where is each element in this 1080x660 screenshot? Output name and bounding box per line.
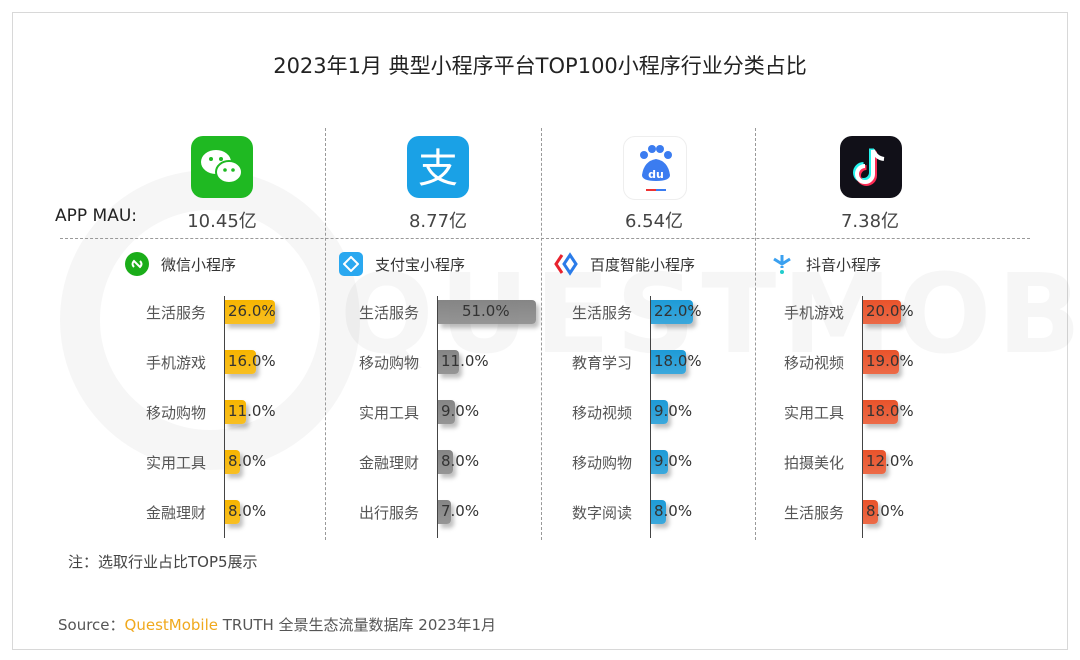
mau-alipay: 8.77亿	[408, 211, 468, 232]
value-label: 8.0%	[441, 452, 480, 470]
source-brand: QuestMobile	[124, 616, 218, 634]
category-label: 移动购物	[145, 404, 206, 422]
bar	[863, 450, 887, 474]
source-line: Source：QuestMobile TRUTH 全景生态流量数据库 2023年…	[58, 614, 496, 635]
bar	[651, 500, 667, 524]
category-label: 出行服务	[358, 504, 419, 522]
bar	[863, 400, 898, 424]
value-label: 8.0%	[654, 502, 693, 520]
value-label: 16.0%	[228, 352, 276, 370]
baidu-icon: du	[623, 136, 687, 200]
column-divider	[541, 128, 542, 540]
bar	[863, 300, 902, 324]
bar	[863, 350, 900, 374]
category-label: 教育学习	[571, 354, 632, 372]
wechat-miniprogram-icon	[125, 252, 149, 276]
category-label: 移动视频	[571, 404, 632, 422]
bar	[438, 400, 456, 424]
bar	[225, 350, 256, 374]
bar	[438, 300, 536, 324]
mau-wechat: 10.45亿	[187, 211, 257, 232]
bar	[651, 400, 669, 424]
value-label: 8.0%	[228, 452, 267, 470]
alipay-icon: 支	[407, 136, 469, 198]
value-label: 9.0%	[654, 402, 693, 420]
bar	[651, 350, 686, 374]
axis-line	[224, 296, 225, 538]
mau-douyin: 7.38亿	[840, 211, 900, 232]
category-label: 实用工具	[145, 454, 206, 472]
svg-text:支: 支	[418, 146, 458, 192]
value-label: 11.0%	[441, 352, 489, 370]
platform-header-wechat: 微信小程序	[125, 252, 236, 276]
bar	[651, 300, 694, 324]
platform-name: 支付宝小程序	[375, 255, 466, 274]
wechat-icon	[191, 136, 253, 198]
category-label: 生活服务	[571, 304, 632, 322]
column-divider	[325, 128, 326, 540]
axis-line	[650, 296, 651, 538]
bar	[225, 450, 241, 474]
value-label: 8.0%	[228, 502, 267, 520]
category-label: 金融理财	[358, 454, 419, 472]
axis-line	[862, 296, 863, 538]
category-label: 实用工具	[358, 404, 419, 422]
bar	[438, 500, 452, 524]
alipay-miniprogram-icon	[339, 252, 363, 276]
category-label: 数字阅读	[571, 504, 632, 522]
douyin-icon	[840, 136, 902, 198]
frame	[12, 12, 1068, 650]
value-label: 51.0%	[461, 302, 510, 320]
category-label: 金融理财	[145, 504, 206, 522]
category-label: 生活服务	[358, 304, 419, 322]
axis-line	[437, 296, 438, 538]
value-label: 9.0%	[441, 402, 480, 420]
platform-name: 百度智能小程序	[590, 255, 696, 274]
value-label: 20.0%	[866, 302, 914, 320]
value-label: 26.0%	[228, 302, 276, 320]
baidu-miniprogram-icon	[554, 252, 578, 276]
value-label: 11.0%	[228, 402, 276, 420]
chart-title: 2023年1月 典型小程序平台TOP100小程序行业分类占比	[273, 54, 807, 78]
category-label: 手机游戏	[145, 354, 206, 372]
value-label: 12.0%	[866, 452, 914, 470]
bar	[225, 300, 275, 324]
platform-name: 抖音小程序	[806, 255, 882, 274]
bar	[225, 400, 247, 424]
category-label: 生活服务	[783, 504, 844, 522]
bar	[225, 500, 241, 524]
platform-name: 微信小程序	[161, 255, 237, 274]
platform-header-baidu: 百度智能小程序	[554, 252, 695, 276]
value-label: 19.0%	[866, 352, 914, 370]
category-label: 手机游戏	[783, 304, 844, 322]
value-label: 7.0%	[441, 502, 480, 520]
value-label: 8.0%	[866, 502, 905, 520]
platform-header-douyin: 抖音小程序	[770, 252, 881, 276]
source-prefix: Source：	[58, 616, 125, 634]
category-label: 拍摄美化	[783, 454, 844, 472]
category-label: 移动购物	[358, 354, 419, 372]
svg-text:du: du	[648, 168, 664, 181]
value-label: 22.0%	[654, 302, 702, 320]
source-text: TRUTH 全景生态流量数据库 2023年1月	[217, 616, 497, 634]
bar	[438, 350, 460, 374]
mau-label: APP MAU:	[55, 206, 138, 226]
category-label: 实用工具	[783, 404, 844, 422]
value-label: 18.0%	[866, 402, 914, 420]
bar	[863, 500, 879, 524]
mau-baidu: 6.54亿	[624, 211, 684, 232]
column-divider	[755, 128, 756, 540]
bar	[438, 450, 454, 474]
row-divider	[60, 238, 1030, 239]
platform-header-alipay: 支付宝小程序	[339, 252, 465, 276]
category-label: 生活服务	[145, 304, 206, 322]
footnote: 注：选取行业占比TOP5展示	[68, 553, 258, 571]
value-label: 9.0%	[654, 452, 693, 470]
douyin-miniprogram-icon	[770, 252, 794, 276]
category-label: 移动视频	[783, 354, 844, 372]
category-label: 移动购物	[571, 454, 632, 472]
value-label: 18.0%	[654, 352, 702, 370]
bar	[651, 450, 669, 474]
